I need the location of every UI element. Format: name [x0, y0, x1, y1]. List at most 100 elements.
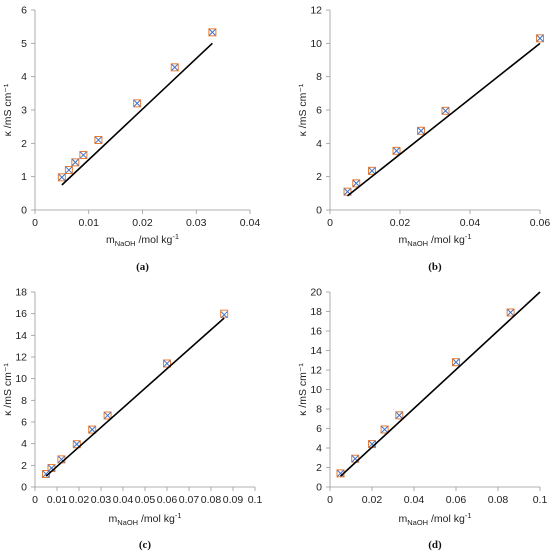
y-tick-label: 16 [15, 308, 27, 320]
square-marker-point [441, 106, 450, 115]
x-tick-label: 0.06 [446, 494, 467, 506]
x-axis-label: mNaOH /mol kg-1 [398, 232, 471, 248]
y-tick-label: 10 [310, 38, 322, 50]
square-marker-point [417, 126, 425, 135]
square-marker-point [368, 166, 376, 175]
panel-label: (a) [136, 261, 149, 273]
cross-marker-point [536, 34, 544, 42]
cross-marker-point [336, 469, 345, 477]
x-tick-label: 0.08 [488, 494, 509, 506]
y-tick-label: 8 [316, 404, 322, 416]
cross-marker-point [220, 311, 228, 319]
y-tick-label: 3 [21, 105, 27, 117]
x-tick-label: 0.1 [533, 494, 548, 506]
y-tick-label: 4 [316, 138, 322, 150]
y-tick-label: 8 [316, 71, 322, 83]
cross-marker-point [88, 426, 96, 434]
cross-marker-point [163, 359, 171, 368]
cross-marker-point [42, 470, 50, 478]
y-tick-label: 10 [310, 384, 322, 396]
cross-marker-point [395, 411, 403, 419]
square-marker-point [352, 179, 361, 188]
x-tick-label: 0 [327, 494, 333, 506]
x-tick-label: 0.09 [223, 494, 244, 506]
chart-panel-c: 0 0.01 0.02 0.03 0.04 0.05 0.06 0.07 0.08 0.09 0.1… [2, 287, 262, 552]
square-marker-point [395, 411, 404, 420]
y-tick-label: 6 [316, 105, 322, 117]
chart-panel-a: 0 0.01 0.02 0.03 0.04 0 1 2 3 4 5 6 κ /mS cm⁻¹ mNaOH … [2, 5, 260, 274]
y-tick-label: 4 [316, 443, 322, 455]
y-tick-label: 12 [15, 352, 27, 364]
x-tick-label: 0 [32, 217, 38, 229]
x-tick-label: 0.06 [157, 494, 178, 506]
y-tick-label: 2 [316, 462, 322, 474]
cross-marker-point [208, 28, 216, 36]
y-tick-label: 14 [310, 345, 322, 357]
cross-marker-point [133, 99, 141, 107]
x-tick-label: 0.06 [530, 217, 550, 229]
square-marker-point [452, 358, 460, 367]
x-tick-label: 0.04 [404, 494, 425, 506]
y-tick-label: 2 [316, 171, 322, 183]
y-tick-label: 0 [21, 205, 27, 217]
cross-marker-point [507, 308, 515, 317]
y-tick-label: 12 [310, 5, 322, 17]
x-tick-label: 0.02 [390, 217, 411, 229]
y-tick-label: 14 [15, 330, 27, 342]
cross-marker-point [381, 425, 389, 434]
x-axis-label: mNaOH /mol kg-1 [108, 511, 181, 527]
x-axis-label: mNaOH /mol kg-1 [106, 232, 179, 248]
y-axis-label: κ /mS cm⁻¹ [2, 83, 14, 136]
square-marker-point [88, 425, 97, 434]
y-tick-label: 8 [21, 395, 27, 407]
y-tick-label: 4 [21, 71, 27, 83]
cross-marker-point [65, 166, 73, 174]
x-tick-label: 0.02 [362, 494, 383, 506]
panel-label: (d) [428, 539, 442, 551]
y-tick-label: 0 [21, 482, 27, 494]
x-tick-label: 0.1 [248, 494, 263, 506]
x-tick-label: 0.03 [91, 494, 112, 506]
panel-label: (b) [428, 261, 442, 273]
square-marker-point [71, 158, 80, 167]
cross-marker-point [368, 167, 376, 175]
x-tick-label: 0.02 [132, 217, 153, 229]
y-tick-label: 5 [21, 38, 27, 50]
x-tick-label: 0.02 [69, 494, 90, 506]
cross-marker-point [79, 151, 87, 159]
y-tick-label: 6 [21, 5, 27, 17]
y-tick-label: 18 [310, 306, 322, 318]
y-tick-label: 12 [310, 365, 322, 377]
x-tick-label: 0 [32, 494, 38, 506]
x-tick-label: 0.08 [201, 494, 222, 506]
square-marker-point [72, 440, 81, 449]
chart-panel-b: 0 0.02 0.04 0.06 0 2 4 6 8 10 12 κ /mS cm⁻¹ mNaOH /m… [297, 5, 550, 274]
y-axis-label: κ /mS cm⁻¹ [297, 363, 309, 416]
y-tick-label: 2 [21, 138, 27, 150]
cross-marker-point [171, 63, 179, 71]
y-tick-label: 0 [316, 205, 322, 217]
square-marker-point [536, 34, 544, 43]
cross-marker-point [104, 411, 112, 420]
x-tick-label: 0.03 [186, 217, 207, 229]
x-tick-label: 0.07 [179, 494, 200, 506]
x-axis-label: mNaOH /mol kg-1 [398, 511, 471, 527]
square-marker-point [506, 308, 515, 317]
y-tick-label: 20 [310, 287, 322, 299]
cross-marker-point [71, 158, 79, 166]
y-tick-label: 6 [21, 417, 27, 429]
cross-marker-point [417, 127, 425, 135]
square-marker-point [57, 173, 66, 182]
fit-line [339, 291, 541, 477]
fit-line [61, 42, 213, 186]
fit-line [347, 42, 541, 197]
square-marker-point [392, 146, 401, 155]
square-marker-point [208, 28, 217, 37]
x-tick-label: 0.01 [79, 217, 100, 229]
y-axis-label: κ /mS cm⁻¹ [297, 83, 309, 136]
square-marker-point [163, 359, 171, 368]
y-tick-label: 6 [316, 423, 322, 435]
y-tick-label: 4 [21, 438, 27, 450]
square-marker-point [220, 309, 229, 318]
